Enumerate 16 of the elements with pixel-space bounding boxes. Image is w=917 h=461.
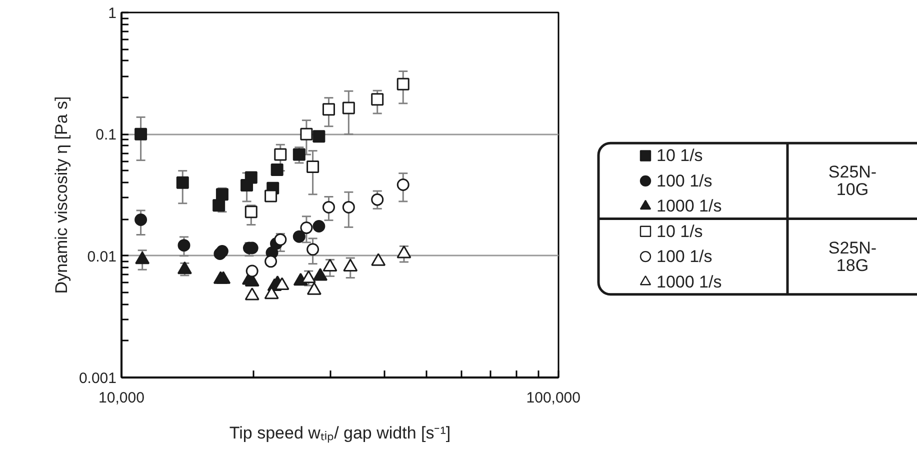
x-tick-label: 100,000 [526, 390, 581, 406]
y-tick-label: 0.01 [87, 248, 117, 266]
y-tick-label: 0.001 [78, 370, 117, 387]
text: S25N- 18G [828, 238, 877, 275]
legend-label: 100 1/s [656, 247, 712, 266]
text: S25N- 10G [828, 162, 877, 200]
legend-label: 1000 1/s [656, 196, 722, 216]
legend-label: 10 1/s [656, 146, 703, 166]
y-tick-label: 0.1 [96, 126, 117, 144]
x-tick-label: 10,000 [98, 390, 144, 406]
legend-label: 10 1/s [656, 222, 703, 241]
legend-label: 100 1/s [656, 171, 712, 190]
x-axis-title: Tip speed wₜᵢₚ/ gap width [s⁻¹] [229, 424, 451, 444]
y-axis-title: Dynamic viscosity η [Pa s] [52, 96, 71, 294]
y-tick-label: 1 [108, 5, 116, 22]
legend-label: 1000 1/s [656, 272, 722, 292]
